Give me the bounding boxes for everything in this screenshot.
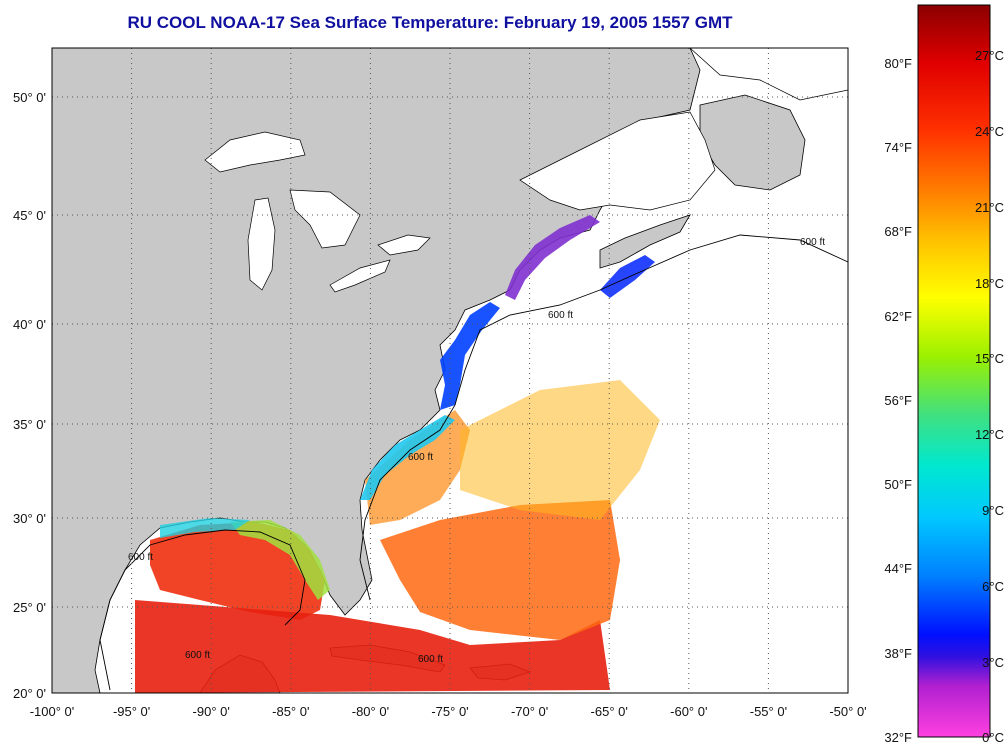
lon-tick-label: -60° 0' [670, 704, 707, 719]
colorbar-fahrenheit-label: 80°F [884, 56, 912, 71]
lon-tick-label: -90° 0' [193, 704, 230, 719]
colorbar-fahrenheit-label: 56°F [884, 393, 912, 408]
lake-ontario [377, 234, 431, 256]
colorbar-fahrenheit-label: 68°F [884, 224, 912, 239]
lat-tick-label: 45° 0' [13, 208, 46, 223]
lon-tick-label: -80° 0' [352, 704, 389, 719]
colorbar-fahrenheit-label: 38°F [884, 646, 912, 661]
colorbar-celsius-label: 12°C [975, 427, 1004, 442]
isobath-label-3: 600 ft [548, 310, 573, 321]
colorbar-fahrenheit-label: 74°F [884, 140, 912, 155]
colorbar-celsius-label: 6°C [982, 579, 1004, 594]
isobath-label-1: 600 ft [128, 552, 153, 563]
colorbar-fahrenheit-label: 50°F [884, 477, 912, 492]
isobath-label-2: 600 ft [408, 452, 433, 463]
map-frame [51, 47, 849, 694]
lon-tick-label: -65° 0' [591, 704, 628, 719]
lat-tick-label: 25° 0' [13, 600, 46, 615]
colorbar-celsius-label: 27°C [975, 48, 1004, 63]
nova-scotia-land [599, 214, 691, 269]
lat-tick-label: 35° 0' [13, 417, 46, 432]
colorbar [917, 4, 991, 738]
lon-tick-label: -75° 0' [431, 704, 468, 719]
lon-tick-label: -55° 0' [750, 704, 787, 719]
sst-mid-atlantic-shelf [440, 302, 500, 410]
colorbar-fahrenheit-label: 32°F [884, 730, 912, 745]
colorbar-celsius-label: 3°C [982, 655, 1004, 670]
lake-michigan [247, 197, 276, 291]
sst-atlantic-yellow [460, 380, 660, 520]
colorbar-celsius-label: 18°C [975, 276, 1004, 291]
colorbar-celsius-label: 0°C [982, 730, 1004, 745]
lon-tick-label: -100° 0' [30, 704, 75, 719]
labrador-sea [689, 48, 848, 101]
colorbar-fahrenheit-label: 62°F [884, 309, 912, 324]
lake-superior [204, 131, 306, 173]
lake-erie [329, 259, 391, 293]
colorbar-celsius-label: 15°C [975, 351, 1004, 366]
sst-atlantic-south [380, 500, 620, 640]
lat-tick-label: 40° 0' [13, 317, 46, 332]
colorbar-celsius-label: 9°C [982, 503, 1004, 518]
sst-caribbean [135, 600, 610, 693]
latitude-labels: 50° 0' 45° 0' 40° 0' 35° 0' 30° 0' 25° 0' 20° … [13, 90, 46, 701]
longitude-labels: -100° 0' -95° 0' -90° 0' -85° 0' -80° 0' -75°… [30, 704, 867, 719]
colorbar-celsius-labels: 27°C 24°C 21°C 18°C 15°C 12°C 9°C 6°C 3°C 0°C [975, 48, 1004, 745]
sst-scotian-shelf [600, 255, 655, 298]
gulf-st-lawrence [519, 111, 716, 211]
colorbar-celsius-label: 24°C [975, 124, 1004, 139]
isobath-lines [99, 234, 849, 691]
lat-tick-label: 50° 0' [13, 90, 46, 105]
colorbar-celsius-label: 21°C [975, 200, 1004, 215]
lon-tick-label: -85° 0' [272, 704, 309, 719]
lon-tick-label: -70° 0' [511, 704, 548, 719]
colorbar-fahrenheit-label: 44°F [884, 561, 912, 576]
isobath-label-4: 600 ft [800, 237, 825, 248]
sst-atlantic-mid [365, 410, 470, 525]
isobath-label-5: 600 ft [185, 650, 210, 661]
lat-tick-label: 30° 0' [13, 511, 46, 526]
isobath-label-6: 600 ft [418, 654, 443, 665]
colorbar-fahrenheit-labels: 80°F 74°F 68°F 62°F 56°F 50°F 44°F 38°F 32°F [884, 56, 912, 745]
lon-tick-label: -95° 0' [113, 704, 150, 719]
lon-tick-label: -50° 0' [829, 704, 866, 719]
map-title: RU COOL NOAA-17 Sea Surface Temperature:… [127, 13, 733, 32]
lat-tick-label: 20° 0' [13, 686, 46, 701]
sst-gulf-of-maine [505, 215, 600, 300]
lake-huron [289, 189, 361, 249]
sst-gulf-coast-cool [160, 518, 250, 538]
